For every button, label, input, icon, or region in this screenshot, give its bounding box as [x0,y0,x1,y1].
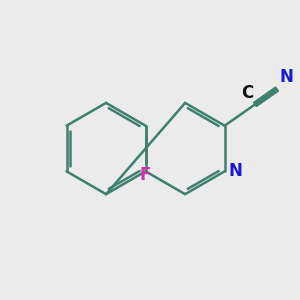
Text: N: N [228,162,242,180]
Text: C: C [241,84,253,102]
Text: N: N [279,68,293,86]
Text: F: F [140,166,151,184]
